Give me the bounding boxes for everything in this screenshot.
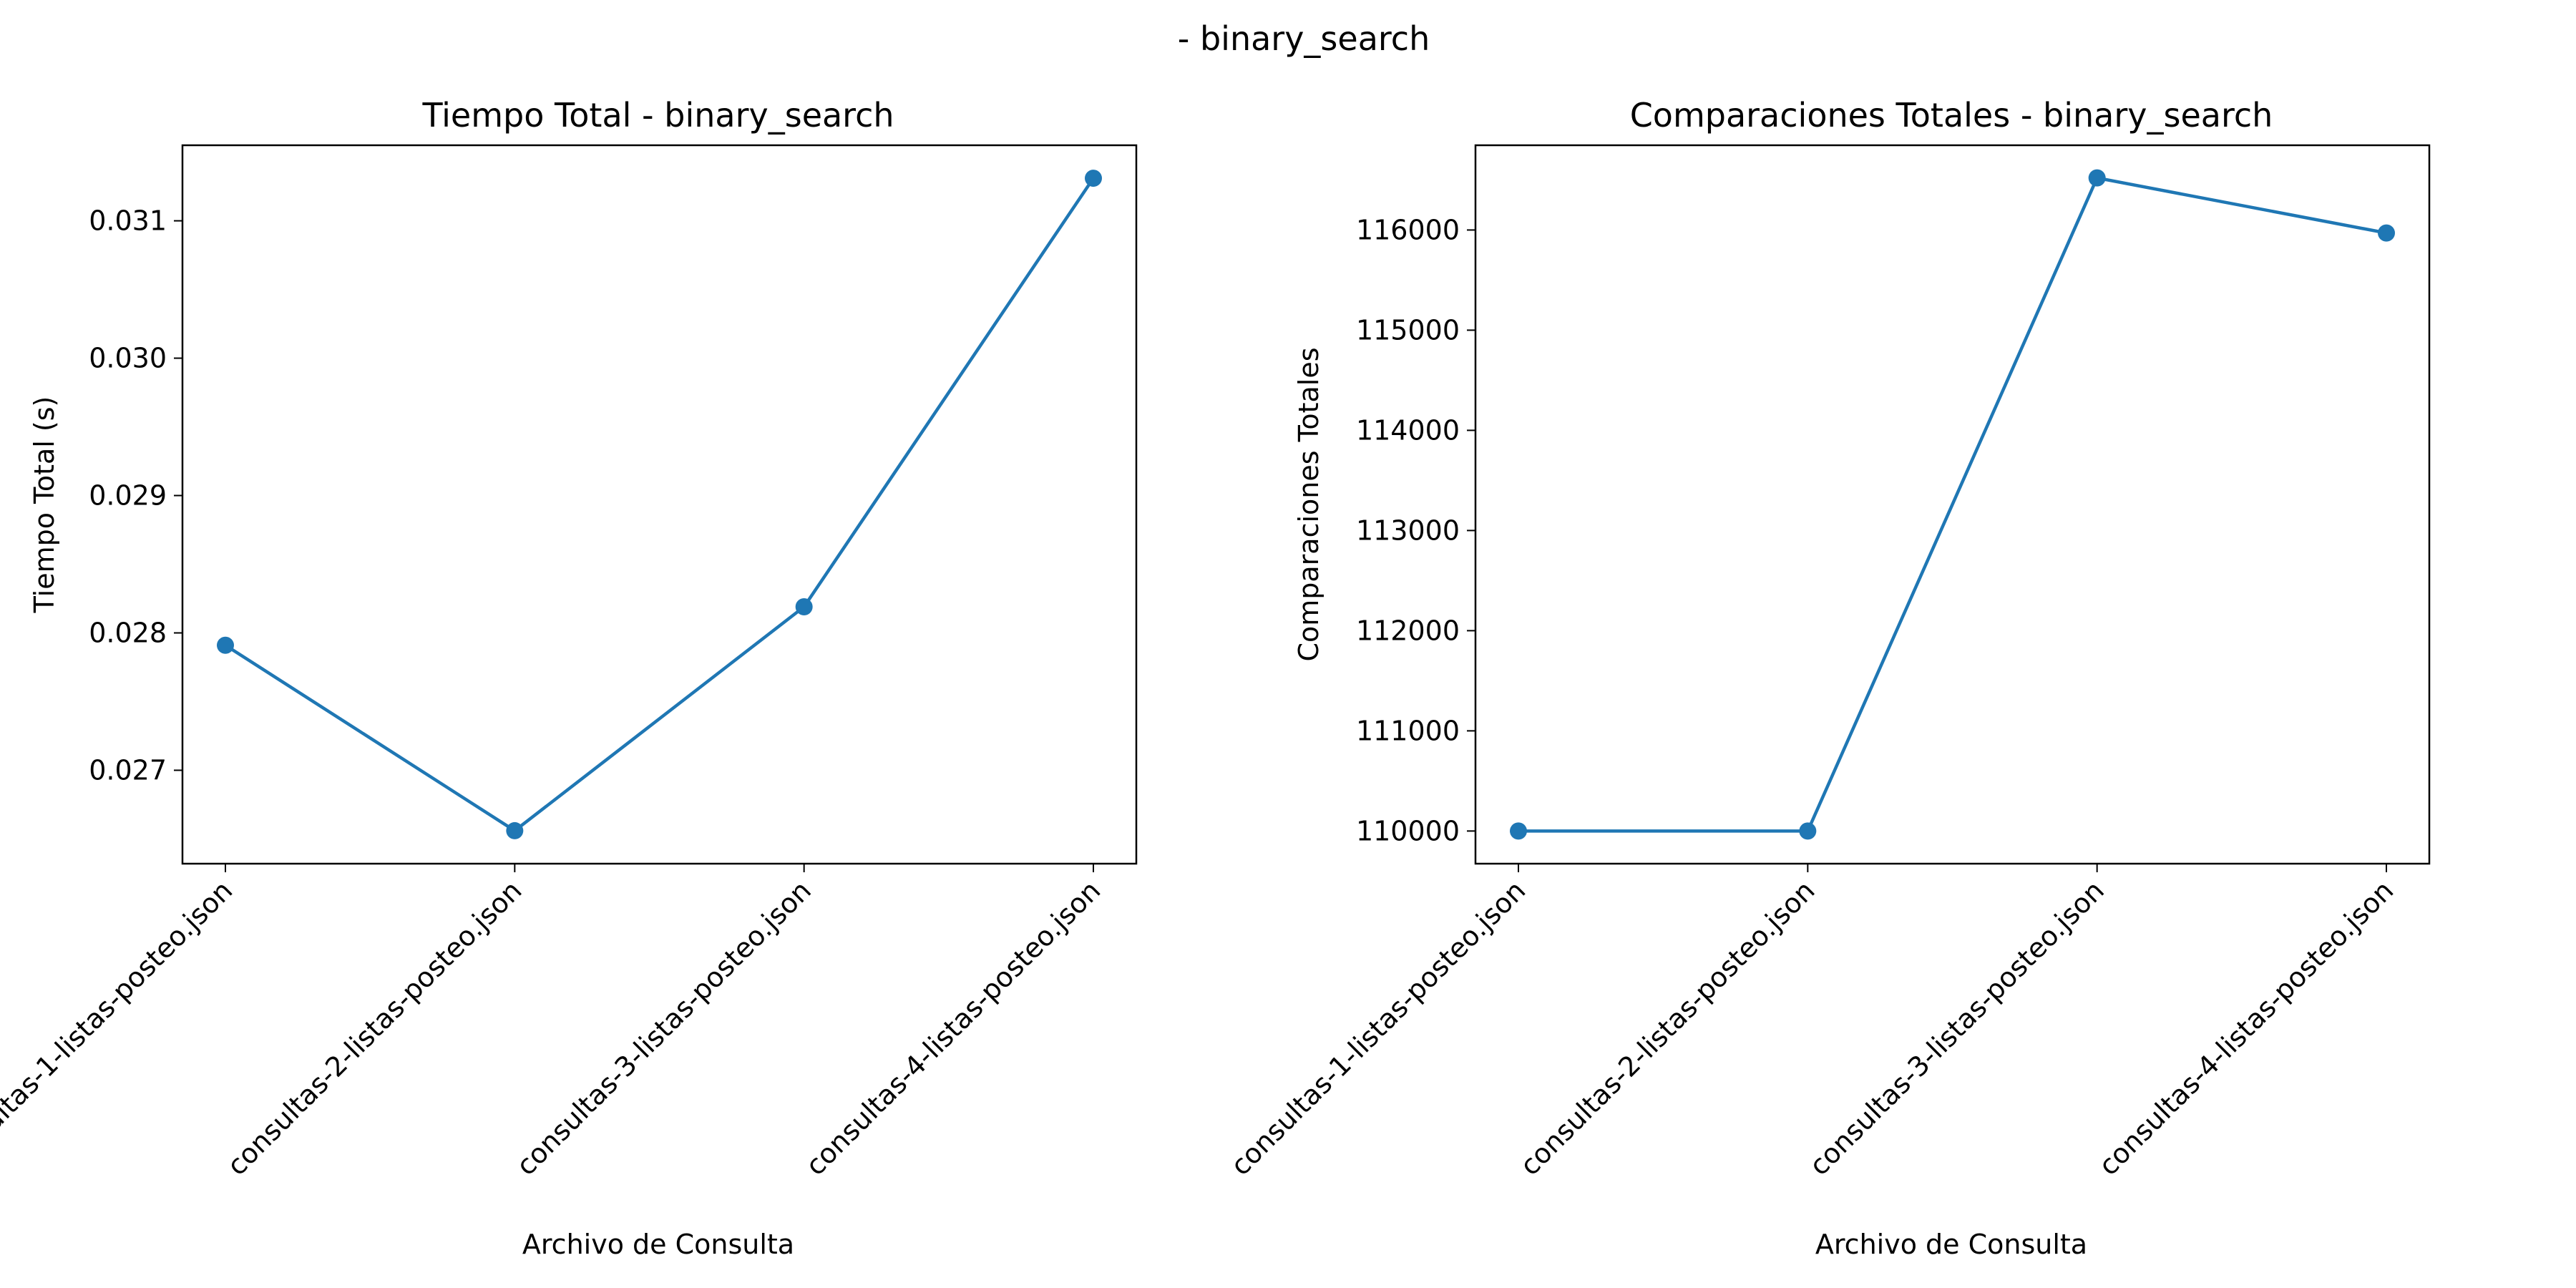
comparisons-chart-ytick-label: 115000 xyxy=(1356,314,1460,346)
comparisons-chart-xlabel: Archivo de Consulta xyxy=(1815,1229,2087,1260)
comparisons-chart-ytick-label: 112000 xyxy=(1356,615,1460,646)
time-chart-ytick-label: 0.029 xyxy=(89,480,167,512)
comparisons-chart-ytick-label: 113000 xyxy=(1356,514,1460,546)
time-chart-ytick-label: 0.030 xyxy=(89,343,167,374)
comparisons-chart-ytick-label: 116000 xyxy=(1356,214,1460,245)
time-chart-data-point xyxy=(795,598,813,616)
time-chart-title: Tiempo Total - binary_search xyxy=(421,96,894,135)
comparisons-chart-data-point xyxy=(1510,822,1527,840)
time-chart-xlabel: Archivo de Consulta xyxy=(522,1229,794,1260)
time-chart-series-line xyxy=(224,177,1095,833)
time-chart-ytick-label: 0.031 xyxy=(89,205,167,237)
comparisons-chart-ylabel: Comparaciones Totales xyxy=(1293,347,1324,661)
comparisons-chart-ytick-label: 114000 xyxy=(1356,414,1460,446)
comparisons-chart-data-point xyxy=(2088,169,2106,187)
time-chart-ytick-label: 0.027 xyxy=(89,754,167,786)
time-chart-data-point xyxy=(1085,170,1102,187)
time-chart-axes-frame xyxy=(181,144,1138,865)
comparisons-chart-title: Comparaciones Totales - binary_search xyxy=(1630,96,2273,135)
time-chart-data-point xyxy=(506,821,524,839)
comparisons-chart-series-line xyxy=(1518,176,2387,833)
time-chart-ylabel: Tiempo Total (s) xyxy=(29,396,60,614)
time-chart-ytick-label: 0.028 xyxy=(89,617,167,648)
comparisons-chart-data-point xyxy=(2378,224,2395,242)
comparisons-chart-ytick-label: 110000 xyxy=(1356,815,1460,847)
comparisons-chart-axes-frame xyxy=(1474,144,2431,865)
figure-suptitle: - binary_search xyxy=(1178,19,1430,58)
time-chart-data-point xyxy=(217,636,234,654)
comparisons-chart-ytick-label: 111000 xyxy=(1356,715,1460,746)
comparisons-chart-data-point xyxy=(1799,822,1817,840)
